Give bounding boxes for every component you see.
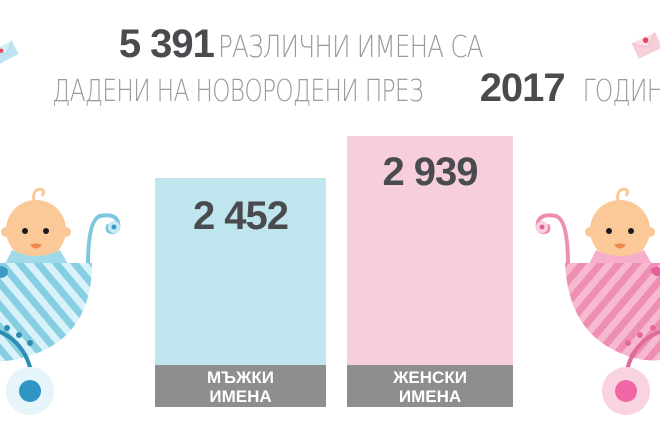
female-names-value: 2 939 — [382, 150, 478, 194]
male-label-line-2: ИМЕНА — [209, 387, 272, 406]
baby-girl-stroller-icon — [535, 187, 660, 415]
male-label-line-1: МЪЖКИ — [207, 368, 274, 387]
headline-text-2a: ДАДЕНИ НА НОВОРОДЕНИ ПРЕЗ — [52, 74, 423, 109]
baby-boy-stroller-icon — [0, 187, 121, 415]
envelope-heart-icon — [631, 32, 660, 59]
female-label-line-1: ЖЕНСКИ — [393, 368, 467, 387]
headline-text-1: РАЗЛИЧНИ ИМЕНА СА — [218, 30, 484, 65]
male-names-value: 2 452 — [192, 194, 289, 238]
headline-line-2: ДАДЕНИ НА НОВОРОДЕНИ ПРЕЗ 2017 ГОДИНА — [0, 66, 660, 111]
male-names-bar: 2 452 МЪЖКИ ИМЕНА — [155, 178, 326, 407]
headline-text-2b: ГОДИНА — [582, 74, 660, 109]
female-names-bar: 2 939 ЖЕНСКИ ИМЕНА — [347, 136, 513, 407]
female-label-line-2: ИМЕНА — [398, 387, 462, 406]
headline-year: 2017 — [479, 66, 566, 110]
male-names-label: МЪЖКИ ИМЕНА — [155, 365, 326, 407]
envelope-heart-icon — [0, 40, 18, 64]
female-names-label: ЖЕНСКИ ИМЕНА — [347, 365, 513, 407]
total-names-number: 5 391 — [118, 22, 215, 66]
headline-line-1: 5 391 РАЗЛИЧНИ ИМЕНА СА — [0, 22, 660, 67]
